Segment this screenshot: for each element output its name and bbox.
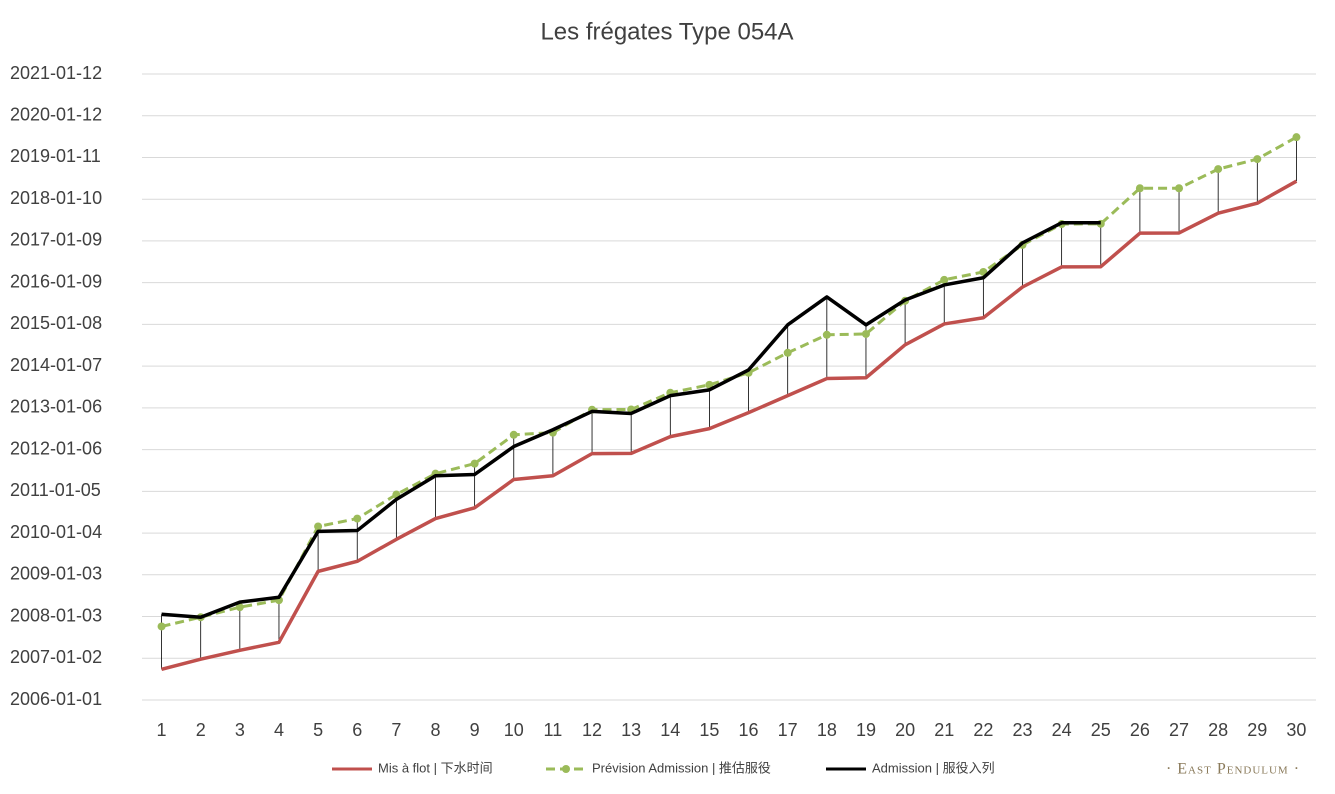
y-tick-label: 2006-01-01 [10,689,102,709]
x-tick-label: 4 [274,720,284,740]
point-marker [1135,184,1144,193]
x-tick-label: 28 [1208,720,1228,740]
y-tick-label: 2013-01-06 [10,397,102,417]
legend-label: Prévision Admission | 推估服役 [592,760,771,775]
y-tick-label: 2011-01-05 [10,480,101,500]
x-tick-label: 2 [196,720,206,740]
x-tick-label: 11 [544,720,563,740]
x-tick-label: 6 [352,720,362,740]
point-marker [1253,155,1262,164]
x-tick-label: 3 [235,720,245,740]
x-tick-label: 18 [817,720,837,740]
x-tick-label: 24 [1052,720,1072,740]
y-tick-label: 2020-01-12 [10,104,102,124]
y-tick-label: 2007-01-02 [10,647,102,667]
watermark: · East Pendulum · [1166,761,1300,778]
x-tick-label: 20 [895,720,915,740]
point-marker [705,380,714,389]
x-tick-label: 16 [739,720,759,740]
x-tick-label: 27 [1169,720,1189,740]
x-tick-label: 15 [699,720,719,740]
point-marker [157,622,166,631]
y-tick-label: 2021-01-12 [10,63,102,83]
point-marker [1214,165,1223,174]
x-tick-label: 17 [778,720,798,740]
point-marker [940,275,949,284]
chart-title: Les frégates Type 054A [540,18,793,45]
x-tick-label: 1 [157,720,167,740]
legend-marker [562,765,570,773]
x-tick-label: 7 [391,720,401,740]
x-tick-label: 5 [313,720,323,740]
y-tick-label: 2016-01-09 [10,271,102,291]
point-marker [783,348,792,357]
x-tick-label: 21 [934,720,954,740]
x-tick-label: 9 [470,720,480,740]
y-tick-label: 2012-01-06 [10,438,102,458]
series-line [161,179,1298,672]
series-line [161,221,1101,619]
y-tick-label: 2015-01-08 [10,313,102,333]
x-tick-label: 29 [1247,720,1267,740]
y-tick-label: 2009-01-03 [10,564,102,584]
point-marker [353,514,362,523]
x-tick-label: 26 [1130,720,1150,740]
x-tick-label: 12 [582,720,602,740]
x-tick-label: 30 [1286,720,1306,740]
x-tick-label: 8 [430,720,440,740]
x-tick-label: 14 [660,720,680,740]
y-tick-label: 2014-01-07 [10,355,102,375]
point-marker [235,603,244,612]
legend-label: Mis à flot | 下水时间 [378,760,493,775]
y-tick-label: 2018-01-10 [10,188,102,208]
y-tick-label: 2019-01-11 [10,146,101,166]
x-tick-label: 22 [973,720,993,740]
legend-label: Admission | 服役入列 [872,760,995,775]
x-tick-label: 25 [1091,720,1111,740]
point-marker [314,522,323,531]
x-tick-label: 23 [1012,720,1032,740]
x-tick-label: 13 [621,720,641,740]
point-marker [470,459,479,468]
point-marker [861,329,870,338]
y-tick-label: 2010-01-04 [10,522,102,542]
y-tick-label: 2017-01-09 [10,230,102,250]
point-marker [1292,133,1301,142]
point-marker [1175,184,1184,193]
x-tick-label: 19 [856,720,876,740]
point-marker [509,430,518,439]
point-marker [822,330,831,339]
x-tick-label: 10 [504,720,524,740]
y-tick-label: 2008-01-03 [10,605,102,625]
